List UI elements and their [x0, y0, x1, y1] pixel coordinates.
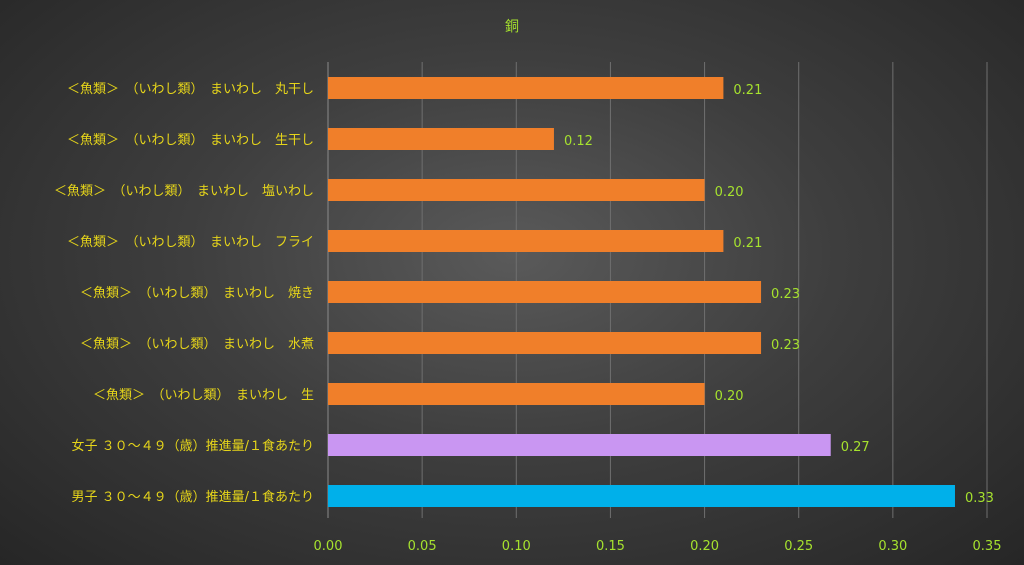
category-label: ＜魚類＞ （いわし類） まいわし 焼き	[80, 286, 314, 301]
x-tick-label: 0.05	[408, 539, 437, 554]
data-label: 0.12	[564, 134, 593, 149]
bar	[328, 485, 955, 507]
data-label: 0.21	[733, 236, 762, 251]
x-tick-label: 0.35	[973, 539, 1002, 554]
data-label: 0.23	[771, 287, 800, 302]
data-label: 0.20	[715, 185, 744, 200]
bar	[328, 332, 762, 354]
x-tick-label: 0.20	[690, 539, 719, 554]
bar	[328, 434, 831, 456]
labels-layer: ＜魚類＞ （いわし類） まいわし 丸干し 0.21 ＜魚類＞ （いわし類） まいわし…	[54, 82, 994, 506]
bar	[328, 383, 705, 405]
data-label: 0.20	[715, 389, 744, 404]
data-label: 0.21	[733, 83, 762, 98]
bars-layer	[328, 77, 955, 507]
data-label: 0.33	[965, 491, 994, 506]
category-label: ＜魚類＞ （いわし類） まいわし 生	[93, 388, 314, 403]
category-label: ＜魚類＞ （いわし類） まいわし フライ	[67, 235, 314, 250]
bar	[328, 230, 724, 252]
category-label: 男子 ３０～４９（歳）推進量/１食あたり	[71, 489, 314, 505]
x-tick-label: 0.15	[596, 539, 625, 554]
x-tick-label: 0.25	[784, 539, 813, 554]
bar	[328, 179, 705, 201]
x-tick-label: 0.10	[502, 539, 531, 554]
category-label: 女子 ３０～４９（歳）推進量/１食あたり	[71, 438, 314, 454]
chart-title: 銅	[505, 19, 519, 35]
category-label: ＜魚類＞ （いわし類） まいわし 塩いわし	[54, 184, 314, 199]
x-tick-label: 0.30	[878, 539, 907, 554]
data-label: 0.27	[841, 440, 870, 455]
category-label: ＜魚類＞ （いわし類） まいわし 水煮	[80, 337, 314, 352]
x-axis-ticks: 0.00 0.05 0.10 0.15 0.20 0.25 0.30 0.35	[314, 539, 1002, 554]
bar	[328, 77, 724, 99]
bar	[328, 128, 554, 150]
category-label: ＜魚類＞ （いわし類） まいわし 丸干し	[67, 82, 314, 97]
x-tick-label: 0.00	[314, 539, 343, 554]
category-label: ＜魚類＞ （いわし類） まいわし 生干し	[67, 133, 314, 148]
bar	[328, 281, 762, 303]
data-label: 0.23	[771, 338, 800, 353]
